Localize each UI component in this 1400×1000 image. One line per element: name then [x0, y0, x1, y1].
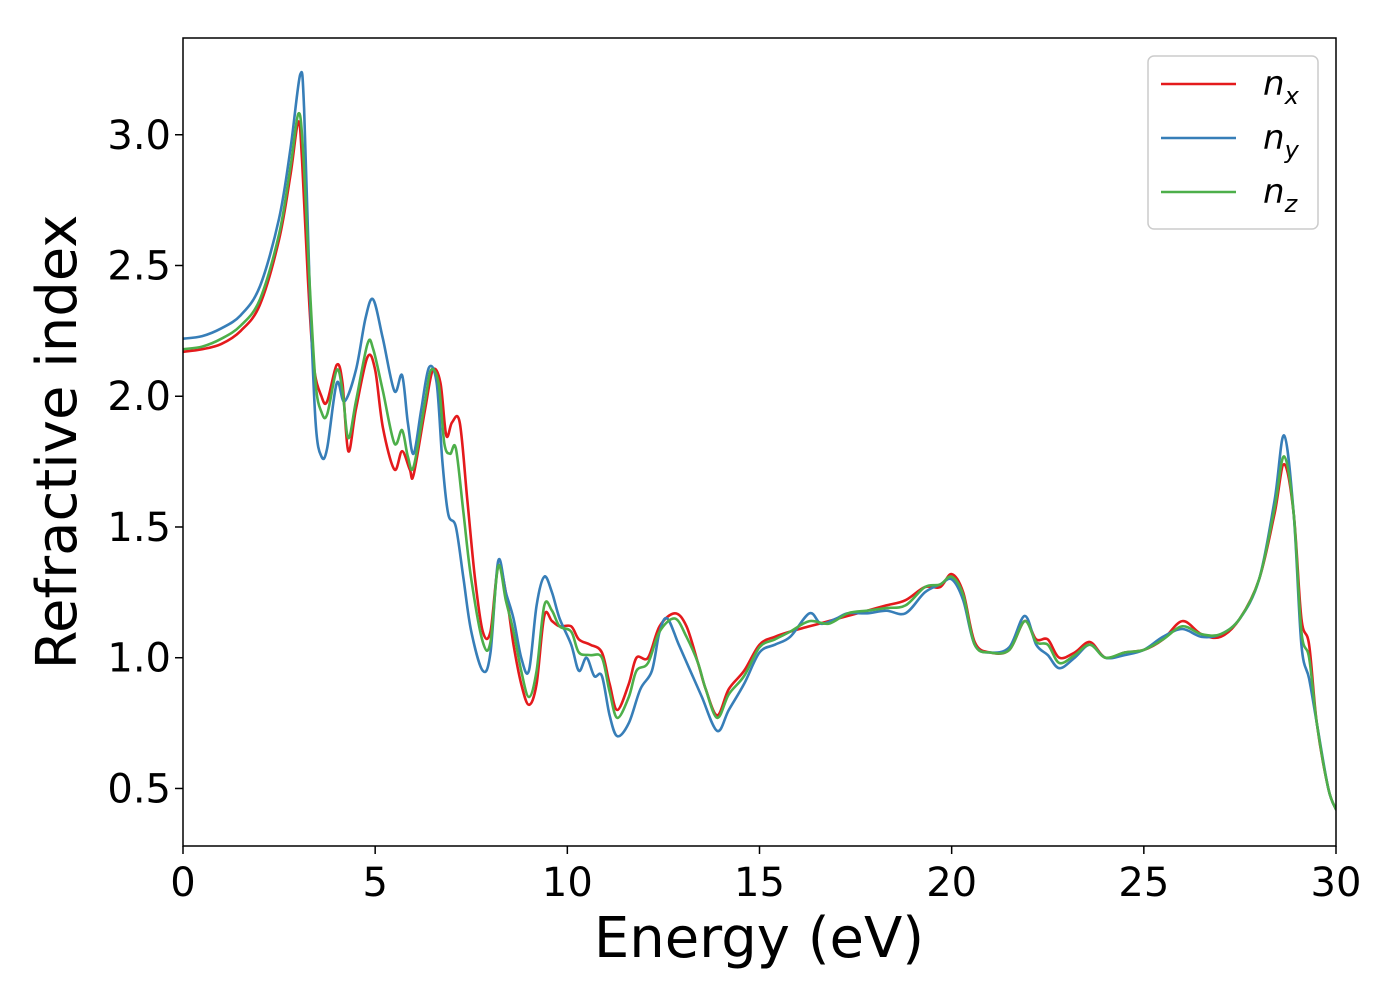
series-line-n-z	[183, 111, 1336, 811]
y-tick-label: 3.0	[107, 113, 171, 159]
legend-label-subscript: y	[1284, 136, 1300, 164]
x-tick-label: 25	[1118, 860, 1169, 906]
legend-box	[1147, 55, 1319, 230]
x-tick-label: 5	[362, 860, 387, 906]
x-axis-ticks: 0 5 10 15 20 25 30	[170, 846, 1361, 906]
x-axis-label: Energy (eV)	[594, 906, 924, 971]
legend-label-subscript: x	[1284, 82, 1300, 110]
x-tick-label: 0	[170, 860, 195, 906]
y-tick-label: 2.5	[107, 243, 171, 289]
series-layer	[183, 70, 1336, 811]
x-tick-label: 20	[926, 860, 977, 906]
y-axis-ticks: 0.5 1.0 1.5 2.0 2.5 3.0	[107, 113, 183, 812]
y-tick-label: 0.5	[107, 766, 171, 812]
x-tick-label: 15	[734, 860, 785, 906]
legend-label-subscript: z	[1284, 190, 1299, 218]
x-tick-label: 30	[1311, 860, 1362, 906]
y-axis-label: Refractive index	[25, 215, 90, 670]
x-tick-label: 10	[542, 860, 593, 906]
y-tick-label: 1.0	[107, 636, 171, 682]
y-tick-label: 2.0	[107, 374, 171, 420]
y-tick-label: 1.5	[107, 505, 171, 551]
